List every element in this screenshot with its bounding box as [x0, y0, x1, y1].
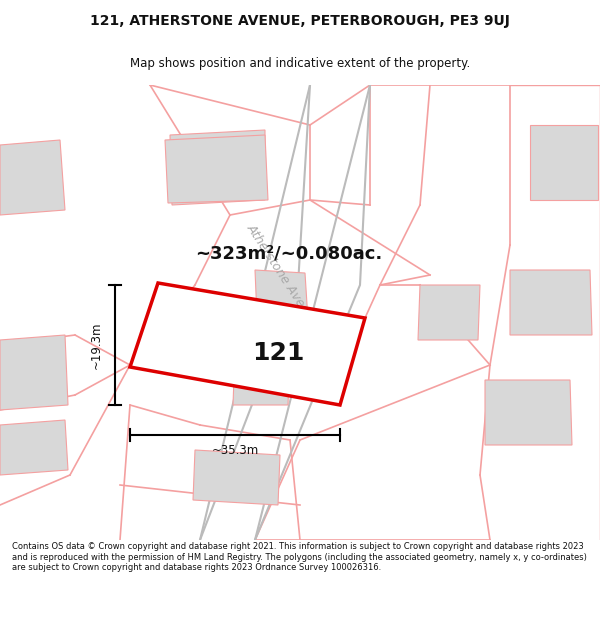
Text: ~323m²/~0.080ac.: ~323m²/~0.080ac.	[195, 244, 382, 262]
Polygon shape	[170, 130, 265, 205]
Text: ~19.3m: ~19.3m	[90, 321, 103, 369]
Text: 121, ATHERSTONE AVENUE, PETERBOROUGH, PE3 9UJ: 121, ATHERSTONE AVENUE, PETERBOROUGH, PE…	[90, 14, 510, 28]
Text: Contains OS data © Crown copyright and database right 2021. This information is : Contains OS data © Crown copyright and d…	[12, 542, 587, 572]
Polygon shape	[130, 283, 365, 405]
Text: Atherstone Avenue: Atherstone Avenue	[244, 221, 320, 329]
Polygon shape	[485, 380, 572, 445]
Polygon shape	[510, 270, 592, 335]
Text: 121: 121	[252, 341, 304, 365]
Polygon shape	[0, 335, 68, 410]
Text: Map shows position and indicative extent of the property.: Map shows position and indicative extent…	[130, 57, 470, 70]
Polygon shape	[233, 350, 290, 405]
Polygon shape	[193, 450, 280, 505]
Polygon shape	[255, 270, 308, 320]
Polygon shape	[165, 135, 268, 203]
Polygon shape	[0, 420, 68, 475]
Polygon shape	[0, 140, 65, 215]
Polygon shape	[418, 285, 480, 340]
Text: ~35.3m: ~35.3m	[211, 444, 259, 458]
Polygon shape	[530, 125, 598, 200]
